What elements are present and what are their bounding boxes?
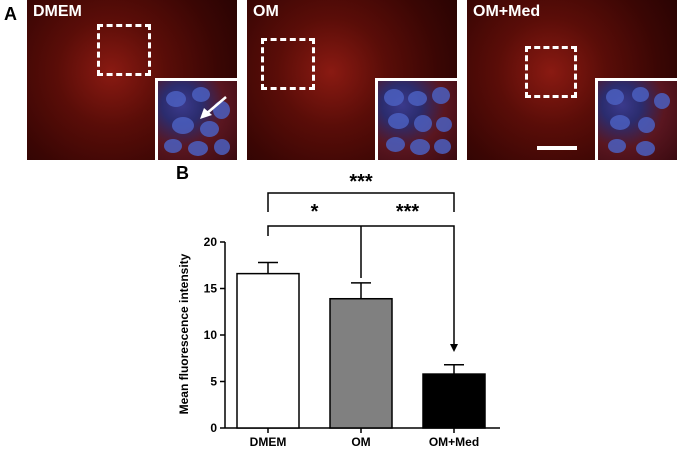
y-tick-label: 20: [204, 235, 218, 249]
bar-dmem: [236, 272, 300, 429]
y-axis-label: Mean fluorescence intensity: [177, 253, 191, 414]
bar-om: [329, 297, 393, 429]
magnified-inset: [595, 78, 677, 160]
micrograph-label-dmem: DMEM: [33, 3, 82, 20]
scale-bar: [537, 146, 577, 150]
y-tick-label: 0: [210, 421, 217, 435]
significance-arrowhead: [450, 344, 458, 352]
y-tick-label: 5: [210, 375, 217, 389]
significance-label: ***: [349, 171, 373, 193]
significance-label: ***: [396, 201, 420, 223]
magnified-inset: [375, 78, 457, 160]
dashed-roi-box: [97, 24, 151, 76]
micrograph-om: OM: [247, 0, 457, 160]
panel-b-label: B: [176, 163, 189, 183]
magnified-inset: [155, 78, 237, 160]
micrograph-om-med: OM+Med: [467, 0, 677, 160]
y-tick-label: 10: [204, 328, 218, 342]
bar-om-med: [422, 373, 486, 429]
x-tick-label: DMEM: [250, 435, 287, 449]
significance-label: *: [311, 201, 319, 223]
micrograph-dmem: DMEM: [27, 0, 237, 160]
micrograph-label-om: OM: [253, 3, 279, 20]
arrow-icon: [200, 96, 227, 119]
dashed-roi-box: [525, 46, 577, 98]
x-tick-label: OM: [351, 435, 370, 449]
x-tick-label: OM+Med: [429, 435, 479, 449]
dashed-roi-box: [261, 38, 315, 90]
y-tick-label: 15: [204, 282, 218, 296]
micrograph-label-om-med: OM+Med: [473, 3, 541, 20]
significance-bracket: [267, 192, 455, 212]
panel-a-label: A: [4, 4, 17, 24]
